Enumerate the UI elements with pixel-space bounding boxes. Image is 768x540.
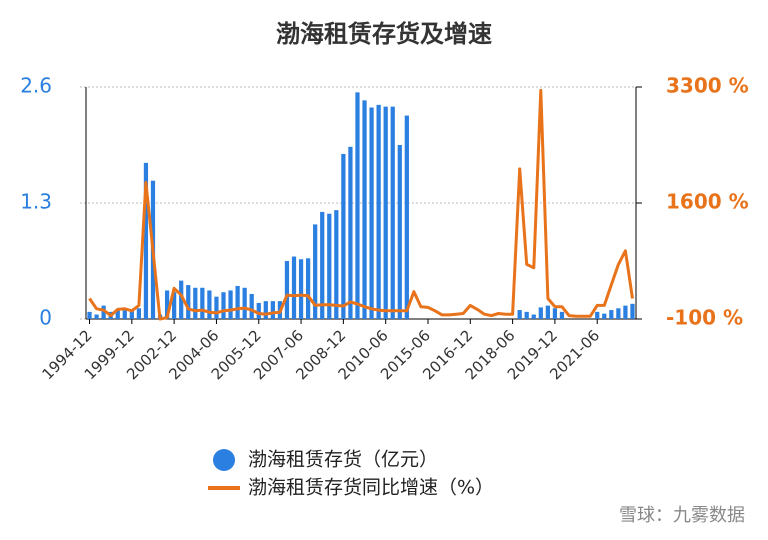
bar bbox=[517, 310, 522, 319]
bar bbox=[207, 290, 212, 319]
bar bbox=[228, 290, 233, 319]
bar bbox=[242, 287, 247, 319]
bar bbox=[602, 313, 607, 319]
bar bbox=[122, 310, 127, 319]
bar bbox=[136, 308, 141, 319]
bar bbox=[348, 146, 353, 319]
bar bbox=[298, 259, 304, 319]
bar bbox=[524, 311, 529, 319]
bar bbox=[559, 311, 565, 319]
bar bbox=[397, 145, 402, 319]
bar bbox=[531, 314, 536, 319]
bar bbox=[214, 296, 219, 319]
bar bbox=[193, 287, 198, 319]
y2-tick-label: -100 % bbox=[666, 306, 743, 330]
bar bbox=[609, 310, 614, 319]
chart-title: 渤海租赁存货及增速 bbox=[276, 20, 492, 48]
bar bbox=[369, 107, 374, 320]
y2-tick-label: 3300 % bbox=[666, 74, 749, 98]
bar bbox=[179, 280, 184, 319]
bar bbox=[256, 302, 261, 319]
y-tick-label: 0 bbox=[39, 306, 52, 330]
bar bbox=[235, 285, 240, 319]
y2-tick-label: 1600 % bbox=[666, 190, 749, 214]
bar bbox=[552, 308, 558, 319]
bar bbox=[186, 285, 191, 319]
bar bbox=[263, 301, 268, 319]
bar bbox=[538, 307, 543, 319]
bar bbox=[376, 104, 381, 319]
y-tick-label: 2.6 bbox=[20, 74, 52, 98]
bar bbox=[94, 314, 99, 319]
bar bbox=[334, 210, 339, 319]
line bbox=[88, 88, 634, 321]
bar bbox=[306, 258, 311, 319]
bar bbox=[623, 305, 628, 319]
bar bbox=[595, 311, 600, 319]
bar bbox=[101, 305, 106, 319]
bar bbox=[164, 290, 170, 319]
bar bbox=[172, 292, 177, 319]
bar bbox=[313, 224, 318, 319]
bar bbox=[115, 310, 120, 319]
bar bbox=[545, 305, 550, 319]
bar bbox=[390, 106, 395, 319]
bar bbox=[320, 211, 325, 319]
y-tick-label: 1.3 bbox=[20, 190, 52, 214]
bar bbox=[249, 294, 254, 319]
watermark: 雪球：九雾数据 bbox=[619, 505, 745, 526]
bar bbox=[221, 292, 226, 319]
bar bbox=[284, 261, 290, 319]
bar bbox=[383, 106, 388, 319]
legend-label: 渤海租赁存货同比增速（%） bbox=[248, 477, 494, 499]
bar bbox=[270, 301, 275, 319]
bar bbox=[200, 287, 205, 319]
bar bbox=[616, 308, 621, 319]
bar bbox=[630, 303, 635, 319]
bar bbox=[291, 256, 297, 319]
legend-marker bbox=[213, 449, 235, 471]
bar bbox=[341, 153, 346, 319]
bar bbox=[143, 162, 149, 319]
bar bbox=[355, 92, 360, 319]
bar bbox=[129, 310, 134, 319]
bar bbox=[87, 311, 92, 319]
bar bbox=[362, 100, 367, 319]
bar bbox=[327, 213, 332, 319]
bar bbox=[404, 115, 409, 319]
legend-label: 渤海租赁存货（亿元） bbox=[248, 449, 438, 471]
